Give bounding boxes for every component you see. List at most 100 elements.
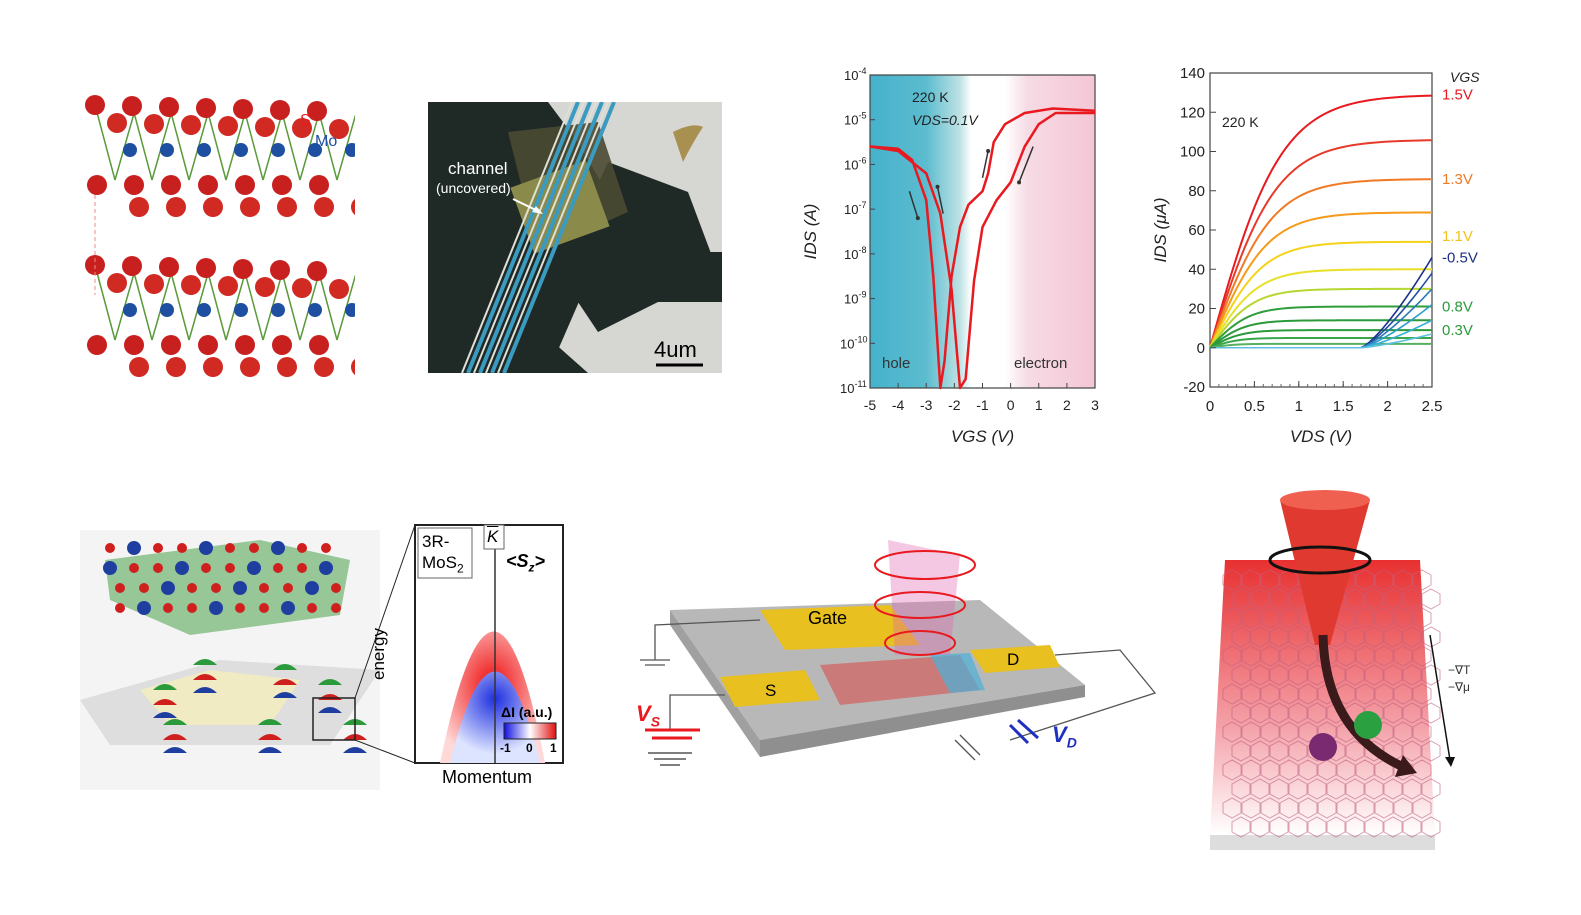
sulfur-atom xyxy=(107,273,127,293)
molybdenum-atom xyxy=(271,303,285,317)
hexagon-cell xyxy=(1355,607,1375,629)
sulfur-atom xyxy=(124,175,144,195)
electron-curve xyxy=(1209,319,1433,349)
sulfur-atom xyxy=(233,259,253,279)
series-line-1 xyxy=(869,107,1096,390)
sulfur-atom xyxy=(309,175,329,195)
sweep-direction-arrow xyxy=(1018,146,1034,183)
hexagon-cell xyxy=(1288,702,1308,724)
electron-curve xyxy=(1209,240,1433,349)
bond xyxy=(168,104,190,181)
spin-band xyxy=(273,679,297,685)
hexagon-cell xyxy=(1402,702,1422,724)
s-atom xyxy=(273,563,283,573)
hexagon-cell xyxy=(1269,778,1289,800)
current-arrowhead xyxy=(1395,755,1417,777)
hexagon-cell xyxy=(1260,569,1280,591)
y-tick-label: 10-4 xyxy=(844,66,866,83)
y-tick-label: 80 xyxy=(1188,183,1205,200)
colorbar-label: ΔI (a.u.) xyxy=(501,704,553,720)
s-atom xyxy=(235,603,245,613)
zoom-box xyxy=(312,697,356,741)
s-atom xyxy=(225,563,235,573)
hexagon-cell xyxy=(1260,759,1280,781)
drain-label: D xyxy=(1007,650,1020,669)
y-tick-label: 10-9 xyxy=(844,290,866,307)
vd-sub: D xyxy=(1066,734,1077,751)
purple-particle xyxy=(1309,733,1337,761)
s-atom xyxy=(115,583,125,593)
colorbar-tick-max: 1 xyxy=(550,741,557,755)
hexagon-cell xyxy=(1383,588,1403,610)
temperature-annotation: 220 K xyxy=(1222,114,1259,130)
y-tick-exponent: -4 xyxy=(858,66,866,76)
hexagon-cell xyxy=(1288,740,1308,762)
sulfur-atom xyxy=(255,117,275,137)
molybdenum-atom xyxy=(197,303,211,317)
hexagon-cell xyxy=(1231,626,1251,648)
hexagon-cell xyxy=(1421,778,1441,800)
legend-label: 1.1V xyxy=(1442,228,1473,245)
mo-atom xyxy=(127,541,141,555)
hole-curve xyxy=(1210,333,1433,349)
hexagon-cell xyxy=(1355,645,1375,667)
mo-atom xyxy=(305,581,319,595)
s-atom xyxy=(259,583,269,593)
y-axis-label: IDS (μA) xyxy=(1151,197,1170,262)
sulfur-atom xyxy=(203,357,223,377)
legend-title: VGS xyxy=(1450,69,1480,85)
x-tick-label: 3 xyxy=(1091,397,1099,413)
y-tick-exponent: -7 xyxy=(858,200,866,210)
sulfur-atom xyxy=(87,335,107,355)
electron-curve xyxy=(1209,342,1432,349)
hexagon-cell xyxy=(1412,683,1432,705)
arrow-head xyxy=(1017,180,1022,185)
hexagon-cell xyxy=(1345,816,1365,838)
bond xyxy=(225,109,247,181)
device-illustration xyxy=(640,540,1157,766)
electron-curve xyxy=(1209,178,1433,349)
material-label-line1: 3R- xyxy=(422,532,450,551)
hexagon-cell xyxy=(1336,645,1356,667)
hexagon-cell xyxy=(1279,759,1299,781)
hexagon-cell xyxy=(1288,778,1308,800)
y-tick-exponent: -10 xyxy=(854,334,867,344)
hexagon-cell xyxy=(1412,797,1432,819)
y-tick-label: 10-7 xyxy=(844,200,866,217)
spin-band xyxy=(258,734,282,740)
x-tick-label: -3 xyxy=(920,397,933,413)
sulfur-atom xyxy=(307,101,327,121)
sweep-direction-arrow xyxy=(981,150,989,178)
s-atom xyxy=(187,583,197,593)
hexagon-cell xyxy=(1393,645,1413,667)
x-axis-label: VDS (V) xyxy=(1290,427,1352,446)
colorbar-tick-mid: 0 xyxy=(526,741,533,755)
vd-symbol: V xyxy=(1052,722,1067,747)
legend-label: 1.3V xyxy=(1442,171,1473,188)
hexagon-cell xyxy=(1250,702,1270,724)
bond xyxy=(299,109,321,181)
s-atom xyxy=(163,603,173,613)
temperature-gradient-label: −∇T xyxy=(1448,663,1471,677)
s-atom xyxy=(331,583,341,593)
arrow-head xyxy=(986,149,991,154)
gradient-arrowhead xyxy=(1445,757,1455,767)
sulfur-atom xyxy=(329,119,349,139)
sulfur-atom xyxy=(218,276,238,296)
hexagon-cell xyxy=(1421,702,1441,724)
molybdenum-atom xyxy=(308,143,322,157)
molybdenum-atom xyxy=(160,303,174,317)
y-tick-label: 120 xyxy=(1180,104,1205,121)
s-atom xyxy=(283,583,293,593)
spin-device-schematic: Gate S D VS VD xyxy=(630,525,1165,780)
sulfur-atom xyxy=(351,357,371,377)
hexagon-cell xyxy=(1402,588,1422,610)
drain-voltage-label: VD xyxy=(1052,722,1077,751)
tip-top xyxy=(1280,490,1370,510)
hexagon-cell xyxy=(1345,740,1365,762)
sulfur-atom xyxy=(122,256,142,276)
hexagon-cell xyxy=(1241,759,1261,781)
y-tick-exponent: -8 xyxy=(858,245,866,255)
gate-label: Gate xyxy=(808,608,848,628)
hexagon-cell xyxy=(1355,759,1375,781)
